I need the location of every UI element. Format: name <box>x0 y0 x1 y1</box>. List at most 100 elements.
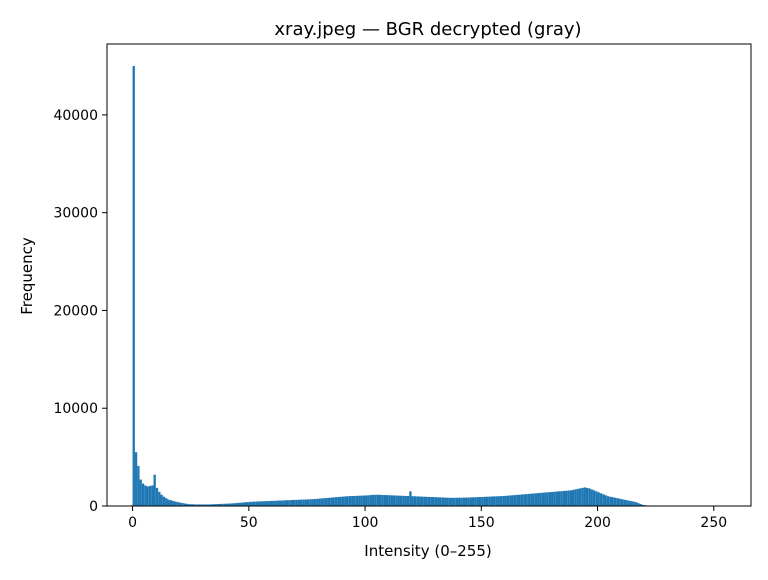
y-tick-label: 10000 <box>53 401 98 417</box>
histogram-bar <box>276 500 280 506</box>
histogram-bar <box>204 504 207 506</box>
histogram-bar <box>441 497 445 506</box>
histogram-bar <box>241 502 245 506</box>
histogram-bar <box>423 496 426 506</box>
histogram-bar <box>346 496 349 506</box>
histogram-bar <box>399 495 403 506</box>
histogram-bar <box>558 491 561 506</box>
histogram-bar <box>483 496 486 506</box>
histogram-bar <box>267 501 270 506</box>
histogram-bar <box>416 496 419 506</box>
histogram-bar <box>234 503 238 506</box>
histogram-bar <box>323 498 326 506</box>
histogram-bar <box>565 490 568 506</box>
histogram-bar <box>160 494 163 506</box>
histogram-bar <box>497 496 500 506</box>
histogram-bar <box>225 503 228 506</box>
histogram-bar <box>206 504 210 506</box>
histogram-bar <box>351 496 354 506</box>
histogram-bar <box>618 498 621 506</box>
histogram-bar <box>390 495 393 506</box>
histogram-bar <box>286 500 289 506</box>
histogram-bar <box>546 492 549 506</box>
histogram-bar <box>516 494 519 506</box>
histogram-bar <box>460 497 463 506</box>
histogram-bar <box>213 504 217 506</box>
y-axis-ticks: 0 10000 20000 30000 40000 <box>53 108 107 515</box>
y-tick-label: 40000 <box>53 108 98 124</box>
histogram-bar <box>511 495 514 506</box>
histogram-bar <box>146 486 149 506</box>
histogram-bar <box>153 474 156 506</box>
histogram-bar <box>372 494 375 506</box>
histogram-bar <box>309 499 312 506</box>
histogram-bar <box>539 492 542 506</box>
histogram-bar <box>255 501 259 506</box>
y-tick-label: 0 <box>89 499 98 515</box>
histogram-bar <box>411 496 414 506</box>
histogram-bar <box>574 489 577 506</box>
histogram-bar <box>216 504 219 506</box>
histogram-bar <box>444 497 447 506</box>
histogram-bar <box>567 490 570 506</box>
histogram-bar <box>376 494 380 506</box>
histogram-bar <box>462 497 466 506</box>
histogram-bar <box>404 495 407 506</box>
histogram-bar <box>458 497 461 506</box>
histogram-bar <box>625 500 628 506</box>
histogram-bar <box>383 495 386 506</box>
histogram-bar <box>137 465 140 506</box>
histogram-bar <box>272 500 275 506</box>
histogram-bar <box>467 497 470 506</box>
histogram-bar <box>209 504 212 506</box>
histogram-bar <box>227 503 231 506</box>
histogram-bar <box>632 501 635 506</box>
histogram-bar <box>165 498 168 506</box>
histogram-bar <box>334 497 338 506</box>
histogram-bar <box>548 492 552 506</box>
histogram-bar <box>495 496 498 506</box>
histogram-bar <box>437 497 440 506</box>
histogram-bar <box>630 501 633 506</box>
histogram-bar <box>341 496 345 506</box>
histogram-bar <box>158 491 161 506</box>
histogram-bar <box>616 498 619 506</box>
x-tick-label: 50 <box>240 515 258 531</box>
histogram-bar <box>141 483 145 506</box>
histogram-bar <box>320 498 324 506</box>
histogram-bar <box>230 503 233 506</box>
histogram-bar <box>581 487 584 506</box>
histogram-bar <box>455 497 459 506</box>
histogram-bar <box>453 497 456 506</box>
histogram-bar <box>641 504 645 506</box>
histogram-bar <box>311 499 314 506</box>
histogram-bar <box>299 499 303 506</box>
histogram-bar <box>306 499 310 506</box>
histogram-bar <box>532 493 535 506</box>
x-tick-label: 250 <box>700 515 727 531</box>
histogram-bar <box>274 500 277 506</box>
histogram-bar <box>211 504 214 506</box>
histogram-bar <box>451 497 454 506</box>
histogram-bar <box>132 66 135 506</box>
histogram-bar <box>560 491 563 506</box>
histogram-bar <box>162 496 166 506</box>
histogram-bar <box>313 498 317 506</box>
histogram-bar <box>195 504 198 506</box>
histogram-bar <box>258 501 261 506</box>
histogram-bar <box>623 499 626 506</box>
histogram-bar <box>509 495 512 506</box>
histogram-bar <box>297 499 300 506</box>
histogram-bar <box>260 501 263 506</box>
histogram-bar <box>599 493 603 506</box>
histogram-bar <box>604 495 607 506</box>
histogram-bar <box>181 503 184 506</box>
histogram-bar <box>186 503 189 506</box>
y-axis-label: Frequency <box>18 237 36 315</box>
x-tick-label: 200 <box>584 515 611 531</box>
histogram-bar <box>292 499 296 506</box>
histogram-bar <box>325 497 328 506</box>
histogram-bar <box>409 491 412 506</box>
histogram-bar <box>502 496 505 506</box>
histogram-bar <box>172 500 175 506</box>
